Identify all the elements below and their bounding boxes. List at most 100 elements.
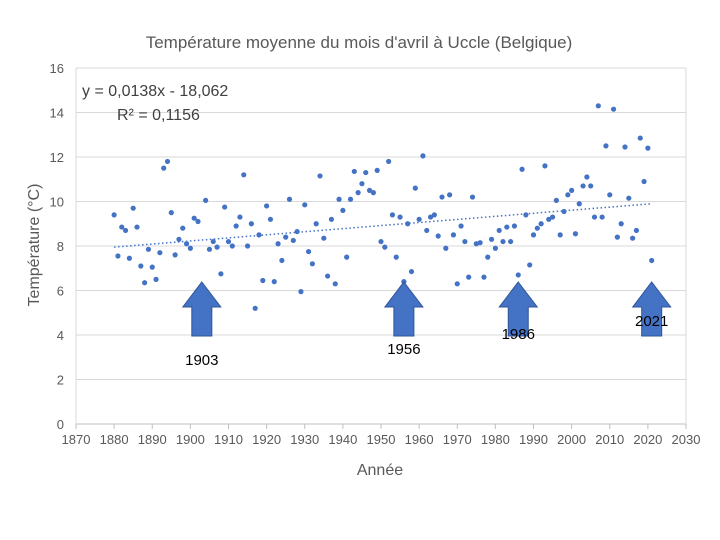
data-point xyxy=(599,214,605,220)
y-tick-label: 6 xyxy=(57,284,64,299)
data-point xyxy=(591,214,598,220)
x-tick-label: 2030 xyxy=(672,432,701,447)
data-point xyxy=(557,232,563,238)
data-point xyxy=(256,232,262,238)
data-point xyxy=(203,197,209,203)
data-point xyxy=(622,144,628,150)
data-point xyxy=(214,244,220,250)
data-point xyxy=(469,194,476,200)
data-point xyxy=(420,153,426,159)
data-point xyxy=(458,223,464,229)
data-point xyxy=(321,235,327,241)
data-point xyxy=(336,196,342,202)
data-point xyxy=(302,202,308,208)
data-point xyxy=(641,178,647,185)
data-point xyxy=(500,238,506,245)
data-point xyxy=(511,223,518,229)
data-point xyxy=(374,167,380,173)
data-point xyxy=(626,195,632,201)
data-point xyxy=(607,192,613,198)
y-tick-label: 0 xyxy=(57,417,64,432)
data-point xyxy=(309,261,315,267)
data-point xyxy=(195,218,201,225)
data-point xyxy=(119,224,125,230)
data-point xyxy=(130,205,136,211)
x-tick-label: 1870 xyxy=(62,432,91,447)
data-point xyxy=(580,183,586,189)
data-point xyxy=(271,279,277,285)
y-tick-label: 4 xyxy=(57,328,64,343)
data-point xyxy=(161,165,167,171)
data-point xyxy=(134,224,140,230)
data-point xyxy=(172,252,178,258)
year-annotation-label: 2021 xyxy=(635,313,668,330)
data-point xyxy=(206,246,213,252)
data-point xyxy=(637,135,643,141)
data-point xyxy=(412,185,418,191)
data-point xyxy=(610,106,617,112)
data-point xyxy=(244,243,251,249)
data-point xyxy=(290,237,296,244)
data-point xyxy=(149,264,155,270)
data-point xyxy=(454,281,460,287)
data-point xyxy=(378,238,384,245)
y-tick-label: 14 xyxy=(50,106,64,121)
data-point xyxy=(283,234,289,240)
data-point xyxy=(126,255,132,261)
data-point xyxy=(115,253,121,259)
y-tick-label: 12 xyxy=(50,150,64,165)
data-point xyxy=(183,241,190,247)
data-point xyxy=(481,274,487,280)
data-point xyxy=(645,145,651,151)
data-point xyxy=(382,244,388,250)
up-arrow-icon xyxy=(383,281,424,337)
up-arrow-icon xyxy=(631,281,672,337)
up-arrow-icon xyxy=(181,281,222,337)
data-point xyxy=(142,280,148,286)
x-axis-ticks: 1870 1880 1890 1900 1910 1920 1930 1940 1950 1960… xyxy=(62,424,701,447)
data-point xyxy=(633,227,640,234)
data-point xyxy=(366,187,373,193)
data-point xyxy=(176,236,182,242)
data-point xyxy=(614,234,620,240)
x-tick-label: 1990 xyxy=(519,432,548,447)
x-tick-label: 1910 xyxy=(214,432,243,447)
data-point xyxy=(210,238,216,245)
data-point xyxy=(386,158,392,165)
data-point xyxy=(389,212,396,218)
data-point xyxy=(138,263,144,269)
data-point xyxy=(397,214,403,220)
data-point xyxy=(477,240,483,246)
data-point xyxy=(485,254,491,260)
data-point xyxy=(588,183,594,189)
data-point xyxy=(363,169,369,176)
data-point xyxy=(565,192,571,198)
x-tick-label: 1940 xyxy=(328,432,357,447)
data-point xyxy=(267,216,274,222)
data-point xyxy=(546,216,552,222)
data-point xyxy=(241,172,247,178)
data-point xyxy=(187,245,193,251)
data-point xyxy=(618,221,624,227)
data-point xyxy=(450,232,457,238)
data-point xyxy=(576,201,582,207)
x-tick-label: 1930 xyxy=(290,432,319,447)
data-point xyxy=(408,268,415,275)
data-point xyxy=(370,190,376,196)
data-point xyxy=(317,173,323,179)
data-point xyxy=(527,262,533,268)
y-tick-label: 8 xyxy=(57,239,64,254)
data-point xyxy=(424,227,430,234)
data-point xyxy=(427,214,434,220)
data-point xyxy=(549,214,556,220)
data-point xyxy=(347,196,354,202)
data-point xyxy=(252,305,258,311)
y-axis-label: Température (°C) xyxy=(26,184,43,307)
year-arrows: 1903 1956 1986 2021 xyxy=(181,281,672,369)
data-point xyxy=(393,254,399,260)
data-point xyxy=(233,223,239,229)
year-annotation-label: 1903 xyxy=(185,352,218,369)
data-point xyxy=(603,143,609,149)
up-arrow-icon xyxy=(498,281,539,337)
gridlines xyxy=(75,67,687,425)
